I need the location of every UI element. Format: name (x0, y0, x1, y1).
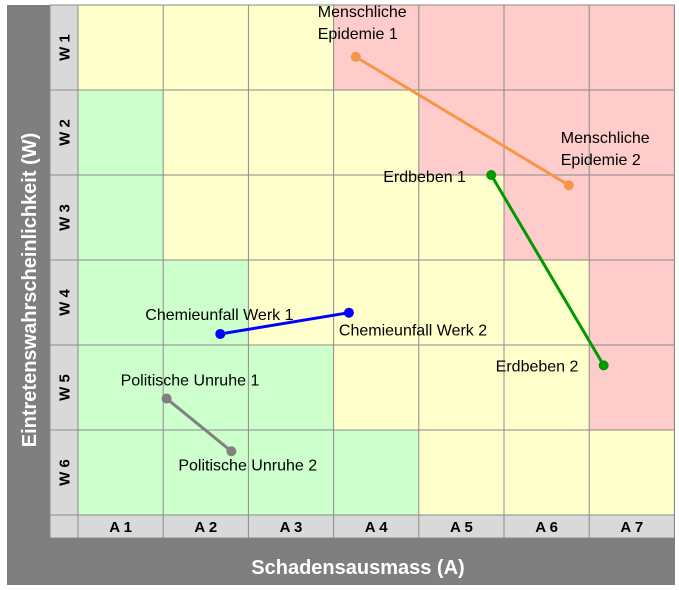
risk-cell (589, 260, 675, 345)
series-line (354, 55, 570, 187)
risk-cell (78, 260, 164, 345)
data-point (486, 170, 497, 180)
y-tick-label: W 3 (57, 204, 74, 231)
risk-cell (78, 345, 164, 430)
risk-cell (589, 175, 675, 260)
risk-cell (333, 5, 419, 90)
data-label: Politische Unruhe 1 (121, 373, 260, 390)
data-label: Erdbeben 1 (383, 169, 466, 186)
risk-cell (163, 90, 249, 175)
risk-cell (589, 5, 675, 90)
risk-cell (504, 5, 590, 90)
risk-cell (78, 5, 164, 90)
risk-cell (418, 175, 504, 260)
x-tick-label: A 6 (535, 519, 558, 536)
y-tick-label: W 6 (57, 459, 74, 486)
data-label: Chemieunfall Werk 2 (339, 323, 487, 340)
risk-cell (333, 175, 419, 260)
risk-cell (418, 345, 504, 430)
x-tick-label: A 5 (450, 519, 473, 536)
risk-cell (333, 90, 419, 175)
data-label: Erdbeben 2 (496, 358, 579, 375)
data-label: Menschliche Epidemie 1 (318, 4, 407, 43)
y-axis-title: Eintretenswahrscheinlichkeit (W) (19, 133, 41, 448)
risk-cell (504, 345, 590, 430)
data-point (215, 328, 226, 339)
risk-cell (248, 175, 334, 260)
x-axis-band (50, 515, 675, 538)
series-line (165, 397, 233, 453)
y-tick-label: W 4 (57, 289, 74, 316)
risk-cell (248, 345, 334, 430)
risk-cell (248, 260, 334, 345)
risk-cell (248, 5, 334, 90)
risk-cell (418, 430, 504, 515)
risk-cell (589, 430, 675, 515)
risk-cell (78, 430, 164, 515)
series-line (220, 311, 350, 336)
data-point (161, 393, 172, 404)
data-point (343, 307, 354, 318)
y-tick-label: W 5 (57, 374, 74, 401)
risk-cell (504, 175, 590, 260)
x-tick-label: A 4 (365, 519, 388, 536)
risk-cell (418, 260, 504, 345)
risk-cell (78, 175, 164, 260)
risk-cell (163, 5, 249, 90)
risk-cell (504, 90, 590, 175)
data-point (598, 360, 609, 371)
risk-cell (333, 260, 419, 345)
data-point (563, 180, 574, 191)
data-point (226, 446, 237, 457)
x-tick-label: A 1 (109, 519, 132, 536)
x-tick-label: A 7 (620, 519, 643, 536)
risk-cell (333, 430, 419, 515)
risk-cell (589, 90, 675, 175)
data-label: Politische Unruhe 2 (178, 457, 317, 474)
risk-cell (418, 5, 504, 90)
x-tick-label: A 3 (280, 519, 303, 536)
x-tick-label: A 2 (194, 519, 217, 536)
risk-cell (248, 90, 334, 175)
data-label: Chemieunfall Werk 1 (145, 307, 293, 324)
risk-cell (589, 345, 675, 430)
x-axis-title: Schadensausmass (A) (251, 557, 464, 579)
y-tick-label: W 2 (57, 119, 74, 146)
y-tick-label: W 1 (57, 34, 74, 61)
risk-cell (163, 175, 249, 260)
data-label: Menschliche Epidemie 2 (561, 130, 650, 169)
series-line (489, 174, 605, 367)
risk-cell (504, 430, 590, 515)
data-point (350, 51, 361, 62)
risk-cell (504, 260, 590, 345)
risk-cell (248, 430, 334, 515)
risk-cell (78, 90, 164, 175)
risk-cell (333, 345, 419, 430)
risk-cell (163, 430, 249, 515)
risk-cell (163, 345, 249, 430)
